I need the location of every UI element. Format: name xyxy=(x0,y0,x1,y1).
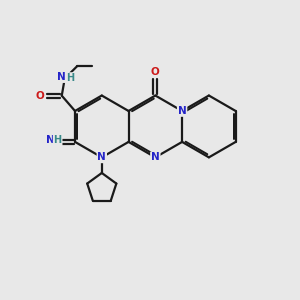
Text: O: O xyxy=(151,67,160,77)
Text: H: H xyxy=(66,73,74,83)
Text: N: N xyxy=(178,106,187,116)
Text: N: N xyxy=(46,135,55,146)
Text: O: O xyxy=(35,91,44,101)
Text: H: H xyxy=(54,135,62,146)
Text: N: N xyxy=(57,72,66,82)
Text: N: N xyxy=(98,152,106,162)
Text: N: N xyxy=(151,152,160,162)
